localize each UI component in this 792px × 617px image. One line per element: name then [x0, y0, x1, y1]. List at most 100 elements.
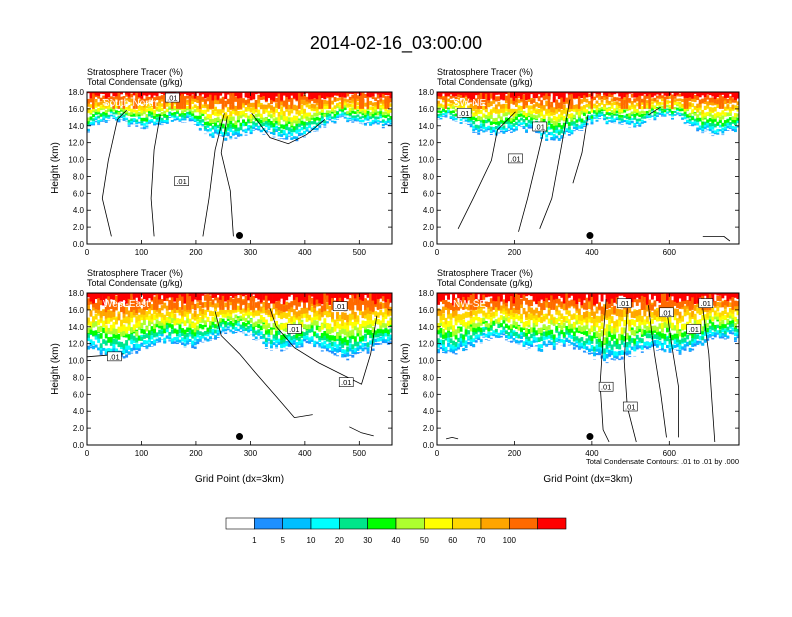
- field-band: [100, 343, 103, 348]
- field-band: [669, 111, 672, 113]
- field-streak: [92, 93, 95, 108]
- field-band: [344, 293, 347, 298]
- field-band: [186, 343, 189, 345]
- field-band: [112, 328, 115, 334]
- field-band: [156, 312, 159, 317]
- field-band: [163, 114, 166, 117]
- field-band: [565, 128, 568, 131]
- field-band: [128, 346, 131, 350]
- field-band: [283, 92, 286, 96]
- field-band: [382, 303, 385, 309]
- field-band: [379, 108, 382, 111]
- field-streak: [290, 98, 293, 109]
- field-band: [580, 124, 583, 127]
- field-band: [270, 105, 273, 110]
- field-band: [92, 322, 95, 328]
- field-band: [250, 103, 253, 108]
- field-band: [262, 118, 265, 122]
- field-band: [387, 329, 390, 334]
- field-band: [467, 124, 470, 125]
- field-band: [95, 99, 98, 102]
- field-band: [262, 342, 265, 344]
- field-band: [275, 344, 278, 347]
- field-band: [255, 336, 258, 339]
- field-band: [191, 323, 194, 328]
- field-streak: [245, 296, 248, 310]
- field-band: [535, 315, 538, 321]
- field-band: [227, 316, 230, 319]
- x-tick-label: 0: [85, 449, 90, 458]
- field-band: [186, 340, 189, 343]
- field-band: [520, 92, 523, 99]
- field-band: [260, 120, 263, 124]
- field-band: [379, 116, 382, 118]
- field-band: [447, 302, 450, 309]
- field-band: [643, 95, 646, 99]
- field-band: [367, 293, 370, 298]
- field-band: [528, 127, 531, 129]
- field-band: [156, 332, 159, 336]
- field-band: [214, 92, 217, 95]
- field-band: [367, 92, 370, 97]
- field-band: [510, 109, 513, 113]
- field-band: [374, 102, 377, 105]
- field-band: [115, 329, 118, 335]
- field-band: [578, 314, 581, 320]
- field-band: [593, 110, 596, 112]
- field-band: [199, 331, 202, 335]
- field-band: [550, 334, 553, 338]
- field-band: [543, 95, 546, 100]
- field-streak: [686, 99, 689, 109]
- field-band: [460, 341, 463, 345]
- field-band: [701, 121, 704, 124]
- field-band: [265, 319, 268, 325]
- field-band: [265, 325, 268, 330]
- field-band: [528, 105, 531, 109]
- field-band: [339, 324, 342, 330]
- field-band: [245, 92, 248, 98]
- field-band: [631, 94, 634, 98]
- field-band: [513, 92, 516, 101]
- field-band: [227, 107, 230, 112]
- field-band: [336, 112, 339, 114]
- field-band: [580, 130, 583, 131]
- field-band: [462, 92, 465, 97]
- field-band: [616, 117, 619, 119]
- x-tick-label: 600: [663, 248, 677, 257]
- field-band: [563, 317, 566, 323]
- field-band: [278, 339, 281, 342]
- field-band: [237, 127, 240, 131]
- field-band: [593, 319, 596, 326]
- field-band: [247, 330, 250, 333]
- field-band: [196, 121, 199, 123]
- field-band: [711, 92, 714, 97]
- field-band: [145, 92, 148, 96]
- field-band: [212, 132, 215, 135]
- field-band: [359, 120, 362, 122]
- field-band: [242, 98, 245, 103]
- field-band: [184, 311, 187, 317]
- field-band: [550, 102, 553, 107]
- field-band: [487, 293, 490, 297]
- field-band: [578, 325, 581, 330]
- field-band: [171, 324, 174, 329]
- field-band: [689, 92, 692, 97]
- field-band: [250, 319, 253, 323]
- field-band: [107, 317, 110, 324]
- field-band: [313, 320, 316, 325]
- field-band: [252, 127, 255, 129]
- field-band: [260, 105, 263, 109]
- field-band: [689, 113, 692, 116]
- y-tick-label: 14.0: [68, 122, 84, 131]
- field-band: [336, 344, 339, 349]
- field-band: [316, 117, 319, 121]
- field-band: [485, 293, 488, 297]
- field-band: [585, 92, 588, 97]
- field-band: [179, 333, 182, 337]
- field-band: [382, 106, 385, 110]
- field-streak: [643, 99, 646, 109]
- field-band: [696, 109, 699, 113]
- field-band: [140, 118, 143, 121]
- field-band: [145, 345, 148, 348]
- field-band: [255, 123, 258, 126]
